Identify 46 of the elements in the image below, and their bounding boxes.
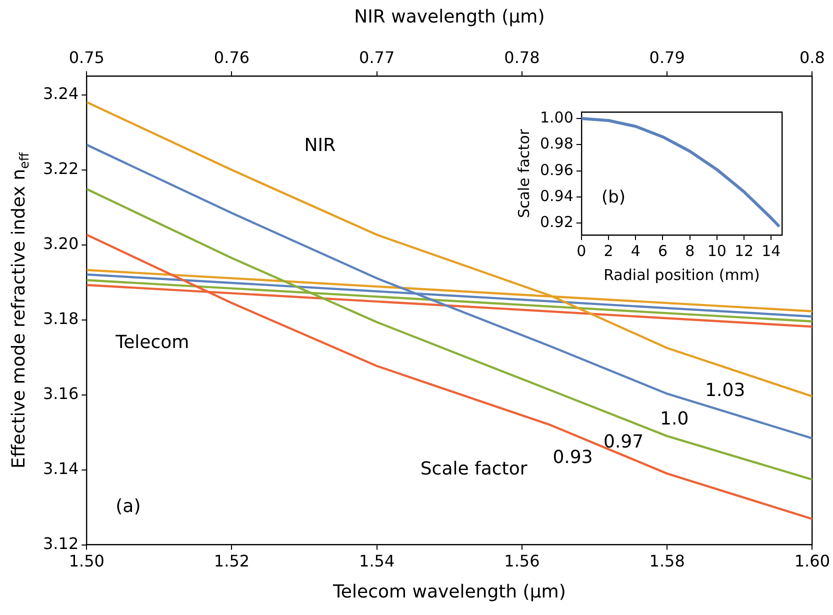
x-axis-title: Radial position (mm) xyxy=(604,266,760,284)
annotation: (b) xyxy=(601,188,626,208)
y-tick-label: 3.18 xyxy=(43,309,79,328)
x2-tick-label: 0.79 xyxy=(649,48,685,67)
x2-tick-label: 0.78 xyxy=(504,48,540,67)
annotation: Scale factor xyxy=(420,458,528,480)
y-axis-title: Effective mode refractive index neff xyxy=(8,152,32,469)
x-tick-label: 1.54 xyxy=(359,552,395,571)
x2-tick-label: 0.8 xyxy=(799,48,825,67)
y-tick-label: 1.00 xyxy=(540,108,574,126)
x-tick-label: 2 xyxy=(604,242,614,260)
x-tick-label: 12 xyxy=(734,242,754,260)
x-tick-label: 14 xyxy=(762,242,781,260)
annotation: NIR xyxy=(304,135,336,156)
annotation: (a) xyxy=(116,496,141,517)
y-tick-label: 3.24 xyxy=(43,84,79,104)
y-tick-label: 3.20 xyxy=(43,234,79,254)
x2-axis-title: NIR wavelength (µm) xyxy=(354,6,545,28)
series-label: 1.03 xyxy=(705,380,746,402)
x-tick-label: 10 xyxy=(707,242,726,260)
y-tick-label: 0.92 xyxy=(540,213,574,232)
y-tick-label: 3.12 xyxy=(43,534,79,553)
y-axis-title: Scale factor xyxy=(514,128,533,218)
x-tick-label: 1.50 xyxy=(68,552,104,571)
x-tick-label: 1.58 xyxy=(649,552,685,571)
x2-tick-label: 0.75 xyxy=(68,48,104,67)
y-tick-label: 3.16 xyxy=(43,384,79,404)
series-label: 0.97 xyxy=(604,432,644,453)
x2-tick-label: 0.77 xyxy=(359,48,395,67)
y-tick-label: 3.22 xyxy=(43,159,79,178)
y-tick-label: 0.98 xyxy=(540,134,574,153)
series-label: 0.93 xyxy=(552,446,593,468)
y-tick-label: 0.94 xyxy=(540,186,574,205)
y-tick-label: 3.14 xyxy=(43,458,79,478)
annotation: Telecom xyxy=(114,332,190,353)
x-axis-title: Telecom wavelength (µm) xyxy=(332,582,566,603)
x-tick-label: 8 xyxy=(685,242,695,260)
x-tick-label: 0 xyxy=(576,242,586,260)
y-tick-label: 0.96 xyxy=(540,160,574,179)
x-tick-label: 4 xyxy=(630,242,640,260)
x-tick-label: 1.52 xyxy=(214,552,250,571)
x2-tick-label: 0.76 xyxy=(214,48,250,67)
x-tick-label: 1.56 xyxy=(504,552,540,571)
x-tick-label: 1.60 xyxy=(794,552,830,571)
series-label: 1.0 xyxy=(660,408,689,430)
x-tick-label: 6 xyxy=(658,242,668,260)
